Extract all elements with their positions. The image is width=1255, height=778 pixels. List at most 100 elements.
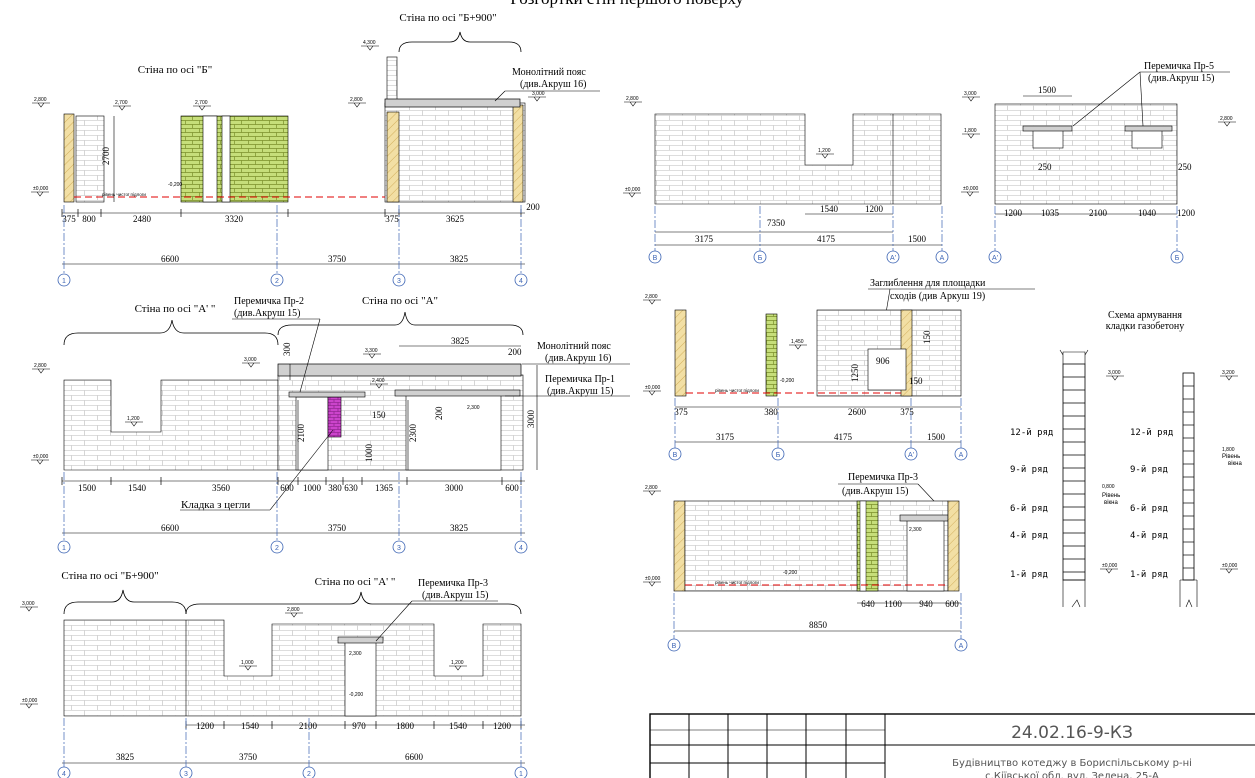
- svg-text:640: 640: [861, 599, 875, 609]
- svg-text:рівень чистої підлоги: рівень чистої підлоги: [715, 580, 759, 585]
- courses-right: 12-й ряд 9-й ряд 6-й ряд 4-й ряд 1-й ряд: [1130, 428, 1173, 580]
- axis-ticks: [61, 477, 522, 485]
- level-marks: 2,800 ±0,000: [643, 485, 661, 587]
- svg-text:3560: 3560: [212, 483, 231, 493]
- door-opening: [221, 115, 231, 203]
- svg-text:2,700: 2,700: [115, 100, 128, 106]
- axis-bubble: [648, 250, 662, 264]
- axis-bubble: [954, 447, 968, 461]
- svg-text:1500: 1500: [78, 483, 97, 493]
- svg-text:3,000: 3,000: [22, 601, 35, 607]
- svg-text:375: 375: [900, 407, 914, 417]
- axis-label: 3: [397, 545, 401, 552]
- callout-brick: Кладка з цегли: [181, 499, 250, 511]
- callout-stair: Заглиблення для площадки: [870, 278, 986, 289]
- callout-pr3-bot-ref: (див.Акруш 15): [422, 590, 488, 601]
- svg-text:рівень чистої підлоги: рівень чистої підлоги: [715, 388, 759, 393]
- svg-text:250: 250: [1038, 162, 1052, 172]
- brace-a1-bot: [185, 591, 522, 615]
- axis-label: 3: [184, 771, 188, 778]
- svg-text:970: 970: [352, 721, 366, 731]
- brace-b900-top: [398, 31, 522, 53]
- block-wall: [384, 102, 526, 203]
- axis-label: 3: [397, 278, 401, 285]
- reinf-title-1: Схема армування: [1108, 310, 1182, 321]
- svg-text:906: 906: [876, 356, 890, 366]
- wall-label-a1-bot: Стіна по осі "А' ": [315, 576, 396, 588]
- svg-text:2100: 2100: [1089, 208, 1108, 218]
- door-opening: [859, 500, 867, 592]
- svg-text:3000: 3000: [526, 410, 536, 429]
- svg-text:1,200: 1,200: [451, 660, 464, 666]
- svg-text:2,800: 2,800: [645, 294, 658, 300]
- axis-bubble: [667, 638, 681, 652]
- title-block: 24.02.16-9-КЗ Будівництво котеджу в Бори…: [649, 713, 1255, 778]
- svg-text:6-й ряд: 6-й ряд: [1010, 504, 1048, 514]
- svg-text:1000: 1000: [303, 483, 322, 493]
- axis-label: Б: [758, 255, 763, 262]
- svg-text:3750: 3750: [328, 254, 347, 264]
- svg-text:2300: 2300: [408, 424, 418, 443]
- svg-text:2600: 2600: [848, 407, 867, 417]
- window-opening: [1032, 129, 1064, 149]
- project-address: с.Кіївської обл. вул. Зелена, 25-А: [985, 770, 1159, 778]
- svg-text:600: 600: [505, 483, 519, 493]
- svg-text:800: 800: [82, 214, 96, 224]
- lintel-pr2: [288, 391, 366, 398]
- svg-text:1-й ряд: 1-й ряд: [1010, 570, 1048, 580]
- level-0200: -0,200: [168, 182, 182, 188]
- axis-label: В: [673, 452, 678, 459]
- wall-label-b900-bot: Стіна по осі "Б+900": [61, 570, 158, 582]
- callout-pr3-mid-ref: (див.Акруш 15): [842, 486, 908, 497]
- axis-label: 2: [307, 771, 311, 778]
- elevation-wall-a: Стіна по осі "А' " Стіна по осі "А" Пере…: [31, 295, 630, 534]
- stair-pit: [867, 348, 907, 391]
- window-opening: [1131, 129, 1163, 149]
- svg-text:3,000: 3,000: [532, 91, 545, 97]
- svg-text:2,800: 2,800: [626, 96, 639, 102]
- axis-bubble: [270, 540, 284, 554]
- level-marks: 2,800 1,200 ±0,000: [623, 96, 834, 198]
- elevation-r4: Перемичка Пр-3 (див.Акруш 15) рівень чис…: [643, 472, 961, 632]
- svg-text:3825: 3825: [450, 523, 469, 533]
- svg-text:Рівень: Рівень: [1222, 454, 1240, 460]
- svg-text:1000: 1000: [364, 444, 374, 463]
- svg-text:1800: 1800: [396, 721, 415, 731]
- svg-text:3,300: 3,300: [365, 348, 378, 354]
- svg-text:600: 600: [280, 483, 294, 493]
- elevation-wall-b900: Стіна по осі "Б+900" Стіна по осі "А' " …: [20, 570, 525, 764]
- svg-text:2,800: 2,800: [34, 363, 47, 369]
- level-marks: 2,800 1,450 ±0,000: [643, 294, 807, 396]
- svg-text:1500: 1500: [908, 234, 927, 244]
- svg-text:150: 150: [372, 410, 386, 420]
- elevation-r3: Заглиблення для площадки сходів (див Арк…: [643, 278, 1035, 443]
- axis-bubble: [179, 766, 193, 778]
- svg-text:3625: 3625: [446, 214, 465, 224]
- brick-masonry-magenta: [327, 396, 342, 438]
- insulation-strip: [512, 104, 524, 203]
- svg-text:600: 600: [945, 599, 959, 609]
- svg-text:2,800: 2,800: [350, 97, 363, 103]
- axis-label: А': [992, 255, 998, 262]
- svg-text:-0,200: -0,200: [780, 378, 794, 384]
- svg-text:3750: 3750: [328, 523, 347, 533]
- svg-text:1540: 1540: [128, 483, 147, 493]
- level-marks: 3,000 2,800 1,000 1,200 2,300 -0,200 ±0,…: [20, 601, 467, 709]
- dim-labels-w3: 1200 1540 2100 970 1800 1540 1200 3825 3…: [116, 721, 512, 762]
- level-marks: 2,800 2,700 2,700 2,800 4,300 3,000 ±0,0…: [31, 40, 546, 197]
- block-wall: [63, 619, 522, 717]
- svg-text:150: 150: [922, 330, 932, 344]
- svg-text:2,800: 2,800: [1220, 116, 1233, 122]
- axis-bubble: [1170, 250, 1184, 264]
- svg-text:2,800: 2,800: [645, 485, 658, 491]
- svg-text:3,000: 3,000: [1108, 370, 1121, 376]
- svg-text:1365: 1365: [375, 483, 394, 493]
- dim-top: 3825: [451, 336, 470, 346]
- axis-label: А': [908, 452, 914, 459]
- svg-text:1540: 1540: [241, 721, 260, 731]
- block-wall: [63, 379, 279, 471]
- brace-a-mid: [277, 311, 524, 336]
- svg-text:3000: 3000: [445, 483, 464, 493]
- floor-note: рівень чистої підлоги: [102, 192, 146, 197]
- svg-text:2,400: 2,400: [372, 378, 385, 384]
